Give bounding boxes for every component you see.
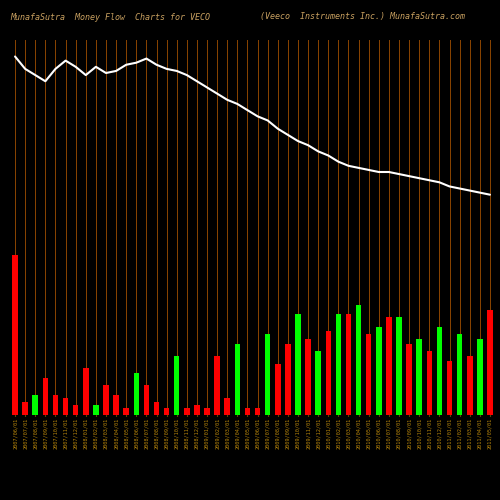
Bar [356,306,362,415]
Bar [487,310,492,415]
Bar [42,378,48,415]
Bar [477,339,482,415]
Bar [103,384,109,415]
Bar [12,254,18,415]
Bar [114,395,119,415]
Text: (Veeco  Instruments Inc.) MunafaSutra.com: (Veeco Instruments Inc.) MunafaSutra.com [260,12,465,22]
Bar [447,361,452,415]
Bar [316,351,321,415]
Bar [224,398,230,415]
Bar [467,356,472,415]
Bar [436,327,442,415]
Bar [22,402,28,415]
Bar [184,408,190,415]
Bar [164,408,170,415]
Bar [406,344,412,415]
Bar [306,339,311,415]
Bar [366,334,372,415]
Bar [93,405,98,415]
Bar [346,314,352,415]
Bar [386,317,392,415]
Bar [265,334,270,415]
Bar [244,408,250,415]
Bar [255,408,260,415]
Bar [426,351,432,415]
Bar [174,356,180,415]
Bar [144,384,149,415]
Bar [295,314,300,415]
Text: MunafaSutra  Money Flow  Charts for VECO: MunafaSutra Money Flow Charts for VECO [10,12,210,22]
Bar [32,395,38,415]
Bar [416,339,422,415]
Bar [396,317,402,415]
Bar [275,364,280,415]
Bar [73,405,78,415]
Bar [457,334,462,415]
Bar [52,395,58,415]
Bar [326,330,331,415]
Bar [376,327,382,415]
Bar [83,368,88,415]
Bar [336,314,341,415]
Bar [154,402,160,415]
Bar [194,405,200,415]
Bar [285,344,290,415]
Bar [214,356,220,415]
Bar [124,408,129,415]
Bar [63,398,68,415]
Bar [234,344,240,415]
Bar [134,373,139,415]
Bar [204,408,210,415]
